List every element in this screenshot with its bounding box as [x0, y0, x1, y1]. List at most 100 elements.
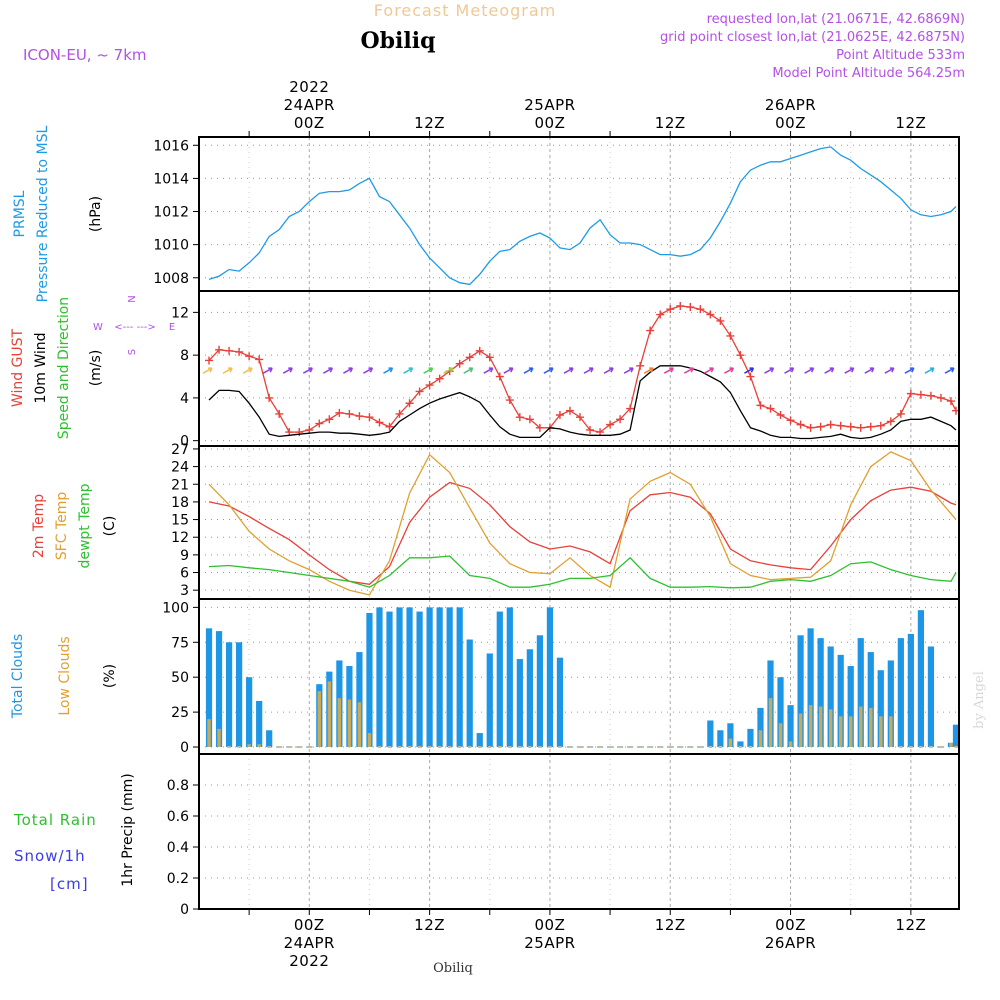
total-cloud-bar [727, 723, 734, 748]
total-cloud-bar [897, 638, 904, 748]
gust-marker [475, 346, 484, 355]
low-cloud-bar [818, 706, 823, 748]
y-tick-label: 27 [171, 442, 189, 458]
total-clouds-label: Total Clouds [10, 634, 26, 719]
total-cloud-bar [877, 670, 884, 748]
total-cloud-bar [486, 653, 493, 748]
wind-direction-arrow [242, 367, 253, 374]
wind-label: 10m Wind [33, 332, 49, 403]
compass-arrows: <--- ---> [114, 322, 156, 333]
tsfc-label: SFC Temp [54, 492, 70, 561]
gust-marker [355, 412, 364, 421]
wind-direction-arrow [423, 367, 434, 374]
top-time-label: 12Z [655, 114, 686, 132]
total-cloud-bar [827, 646, 834, 748]
y-tick-label: 1010 [153, 238, 189, 254]
panel-precip: 0 0.2 0.4 0.6 0.8 [167, 753, 960, 918]
cloud-unit: (%) [102, 664, 118, 688]
gust-marker [586, 425, 595, 434]
wind-direction-arrow [563, 367, 574, 374]
gust-marker [335, 408, 344, 417]
panel-clouds: 0 25 50 75 100 [162, 598, 960, 756]
panel-frame [198, 136, 960, 292]
gust-marker [726, 331, 735, 340]
gust-marker [946, 397, 955, 406]
wind-direction-arrow [824, 367, 835, 374]
gust-marker [876, 421, 885, 430]
wind-direction-arrow [924, 367, 935, 374]
total-cloud-bar [426, 607, 433, 748]
y-tick-label: 4 [180, 391, 189, 407]
gust-marker [345, 409, 354, 418]
total-cloud-bar [406, 607, 413, 748]
total-cloud-bar [707, 720, 714, 748]
gust-marker [736, 351, 745, 360]
wind-direction-arrow [864, 367, 875, 374]
wind-unit: (m/s) [88, 350, 104, 387]
gust-marker [265, 393, 274, 402]
wind-direction-arrow [262, 367, 273, 374]
total-cloud-bar [927, 646, 935, 748]
gust-marker [786, 416, 795, 425]
wind-direction-arrow [343, 367, 354, 374]
precip-labels: Total Rain Snow/1h [cm] 1hr Precip (mm) [13, 773, 136, 893]
y-tick-label: 75 [171, 635, 189, 651]
2m-temp-line [208, 481, 957, 585]
total-cloud-bar [256, 700, 263, 748]
low-cloud-bar [207, 719, 211, 748]
compass-east: E [169, 322, 175, 333]
total-cloud-bar [797, 635, 804, 748]
gust-marker [866, 422, 875, 431]
wind-direction-arrow [543, 367, 554, 374]
bottom-time-label: 00Z [534, 916, 565, 934]
wind-direction-arrow [944, 367, 955, 374]
temp-labels: 2m Temp SFC Temp dewpt Temp (C) [31, 483, 118, 568]
pressure-unit: (hPa) [88, 196, 104, 232]
gust-marker [535, 423, 544, 432]
pressure-label-2: Pressure Reduced to MSL [35, 125, 51, 302]
total-cloud-bar [436, 607, 443, 748]
total-cloud-bar [847, 666, 854, 748]
wind-direction-arrow [383, 367, 394, 374]
wind-direction-arrow [703, 367, 715, 374]
y-tick-label: 0.2 [167, 871, 189, 887]
low-cloud-bar [337, 698, 342, 748]
total-cloud-bar [366, 612, 373, 748]
cloud-labels: Total Clouds Low Clouds (%) [10, 634, 118, 719]
wind-direction-arrow [804, 367, 815, 374]
bottom-time-label: 26APR [765, 934, 816, 952]
wind-direction-arrow [302, 367, 313, 374]
gust-marker [465, 353, 474, 362]
gust-marker [796, 420, 805, 429]
y-tick-label: 0 [180, 740, 189, 756]
y-tick-label: 12 [171, 305, 189, 321]
gust-marker [235, 347, 244, 356]
y-tick-label: 6 [180, 566, 189, 582]
gust-marker [886, 417, 895, 426]
total-cloud-bar [867, 652, 874, 748]
gust-marker [565, 406, 574, 415]
temp-unit: (C) [102, 516, 118, 537]
top-time-label: 00Z [775, 114, 806, 132]
low-cloud-bar [859, 706, 863, 748]
y-tick-label: 0.4 [167, 840, 189, 856]
y-tick-label: 21 [171, 477, 189, 493]
gust-marker [405, 399, 414, 408]
y-tick-label: 18 [171, 495, 189, 511]
low-cloud-bar [828, 709, 833, 748]
gust-marker [255, 355, 264, 364]
gust-marker [626, 404, 635, 413]
total-cloud-bar [446, 607, 453, 748]
gust-marker [806, 423, 815, 432]
gust-marker [616, 415, 625, 424]
wind-direction-arrow [603, 367, 614, 374]
low-cloud-bar [347, 699, 352, 748]
panel-frame [198, 598, 960, 755]
bottom-time-label: 24APR [284, 934, 335, 952]
bottom-time-label: 12Z [895, 916, 926, 934]
total-cloud-bar [215, 631, 223, 748]
compass-north: N [127, 295, 138, 302]
top-time-label: 25APR [524, 96, 575, 114]
wind-direction-arrow [463, 367, 474, 374]
